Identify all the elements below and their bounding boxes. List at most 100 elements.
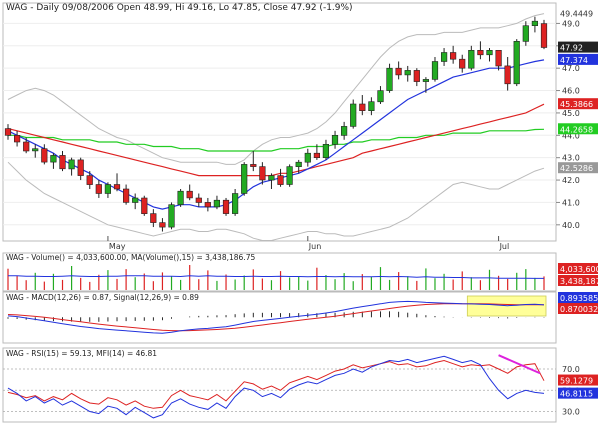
candle-body [41,148,48,163]
price-tick-label: 45.0 [562,109,580,118]
ma-fast-line [7,59,545,210]
price-pane: WAG - Daily 09/08/2006 Open 48.99, Hi 49… [2,2,598,242]
candle-body [277,175,284,185]
candle-body [95,184,102,194]
candle-body [304,152,311,163]
candle-body [350,103,357,127]
value-tag: 47.374 [560,56,588,65]
price-tick-label: 41.0 [562,198,580,207]
price-tick-label: 49.0 [562,19,580,28]
bollinger-bands [7,13,545,241]
candle-body [404,70,411,76]
rsi-tags: 59.1279 46.8115 [558,374,598,399]
candlesticks [4,16,548,232]
value-tag: 47.92 [560,44,583,53]
candle-body [222,199,230,214]
macd-tags: 0.893585 0.870032 [558,292,598,314]
candle-body [168,204,175,228]
value-tag-background [558,292,598,303]
candle-body [295,161,302,167]
candle-body [104,184,111,194]
macd-pane: WAG - MACD(12,26) = 0.87, Signal(12,26,9… [2,291,598,344]
candle-body [322,144,330,159]
candle-body [368,101,375,111]
macd-label: WAG - MACD(12,26) = 0.87, Signal(12,26,9… [6,293,199,302]
candle-body [340,126,348,136]
candle-body [513,40,520,85]
price-tick-label: 43.0 [562,154,580,163]
candle-body [23,141,30,152]
volume-tags: 4,033,600 3,438,187 [558,263,600,286]
candle-body [4,128,12,136]
value-tag: 42.5286 [560,164,593,173]
candle-body [413,70,420,82]
value-tag: 49.4449 [560,10,593,19]
value-tag: 0.893585 [560,294,598,303]
price-tick-label: 46.0 [562,87,580,96]
candle-body [286,166,293,185]
candle-body [186,190,193,199]
value-tag: 44.2658 [560,125,593,134]
volume-bars [7,265,545,290]
price-tick-label: 47.0 [562,64,580,73]
candle-body [540,23,548,48]
value-tag-background [558,162,598,174]
ma-slow-line [8,128,545,152]
value-tag-background [558,53,598,65]
value-tag: 3,438,187 [560,277,600,286]
candle-body [241,164,248,194]
rsi-tick-label: 30.0 [562,408,580,417]
candle-body [113,184,121,190]
candle-body [77,159,84,176]
candle-body [459,58,466,69]
macd-lines [7,300,545,334]
candle-body [32,148,39,152]
candle-body [495,49,502,67]
candle-body [159,222,166,228]
rsi-line [7,359,545,409]
price-tick-label: 40.0 [562,221,580,230]
value-tag-background [558,374,598,386]
value-tag: 4,033,600 [560,265,600,274]
candle-body [14,135,21,143]
candle-body [177,190,184,205]
candle-body [377,90,384,103]
month-axis: MayJunJulAugust [107,236,510,251]
value-tag-background [558,275,598,286]
rsi-trend-line [498,354,541,375]
candle-body [440,52,448,62]
moving-averages [7,59,545,210]
candle-body [259,166,266,181]
value-tag: 46.8115 [560,390,593,399]
candle-body [150,213,157,223]
rsi-pane: WAG - RSI(15) = 59.13, MFI(14) = 46.81 3… [2,347,598,423]
candle-body [213,199,221,208]
value-tag-background [558,98,598,110]
price-tick-label: 42.0 [562,176,580,185]
bollinger-lower-line [7,161,545,241]
candle-body [313,152,321,158]
value-tag-background [558,123,598,135]
value-tag: 59.1279 [560,377,593,386]
candle-body [449,52,457,60]
bollinger-upper-line [7,13,545,165]
candle-body [468,49,475,69]
candle-body [504,65,511,85]
macd-line [7,300,545,334]
chart-header: WAG - Daily 09/08/2006 Open 48.99, Hi 49… [6,3,353,13]
price-tick-label: 44.0 [562,131,580,140]
month-label: Jul [499,242,510,251]
value-tag: 45.3866 [560,100,593,109]
candle-body [232,193,239,214]
volume-label: WAG - Volume() = 4,033,600.00, MA(Volume… [6,253,255,262]
candle-body [204,202,211,208]
month-label: May [109,242,126,251]
value-tag-background [558,263,598,274]
candle-body [86,175,93,185]
rsi-lines [7,354,545,419]
candle-body [486,49,493,56]
volume-ma-line [8,275,544,279]
volume-pane: WAG - Volume() = 4,033,600.00, MA(Volume… [2,252,600,292]
candle-body [395,67,402,76]
